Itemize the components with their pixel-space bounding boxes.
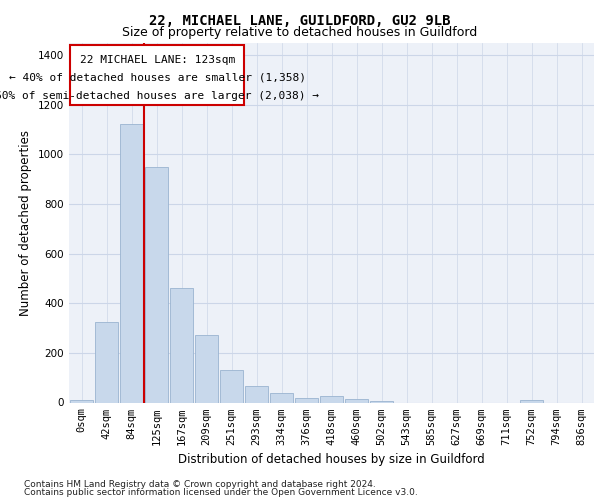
- Text: Size of property relative to detached houses in Guildford: Size of property relative to detached ho…: [122, 26, 478, 39]
- Text: Contains public sector information licensed under the Open Government Licence v3: Contains public sector information licen…: [24, 488, 418, 497]
- Bar: [120, 124, 143, 402]
- Bar: [245, 386, 268, 402]
- FancyBboxPatch shape: [70, 45, 244, 104]
- Text: 22 MICHAEL LANE: 123sqm: 22 MICHAEL LANE: 123sqm: [79, 55, 235, 65]
- Bar: [70, 400, 93, 402]
- Bar: [270, 392, 293, 402]
- Bar: [345, 399, 368, 402]
- Text: ← 40% of detached houses are smaller (1,358): ← 40% of detached houses are smaller (1,…: [8, 73, 305, 83]
- Bar: [170, 288, 193, 403]
- Bar: [520, 400, 543, 402]
- Bar: [95, 322, 118, 402]
- Text: Contains HM Land Registry data © Crown copyright and database right 2024.: Contains HM Land Registry data © Crown c…: [24, 480, 376, 489]
- Bar: [220, 370, 243, 402]
- Bar: [145, 166, 168, 402]
- Bar: [195, 336, 218, 402]
- X-axis label: Distribution of detached houses by size in Guildford: Distribution of detached houses by size …: [178, 453, 485, 466]
- Bar: [320, 396, 343, 402]
- Text: 22, MICHAEL LANE, GUILDFORD, GU2 9LB: 22, MICHAEL LANE, GUILDFORD, GU2 9LB: [149, 14, 451, 28]
- Y-axis label: Number of detached properties: Number of detached properties: [19, 130, 32, 316]
- Text: 60% of semi-detached houses are larger (2,038) →: 60% of semi-detached houses are larger (…: [0, 90, 319, 101]
- Bar: [295, 398, 318, 402]
